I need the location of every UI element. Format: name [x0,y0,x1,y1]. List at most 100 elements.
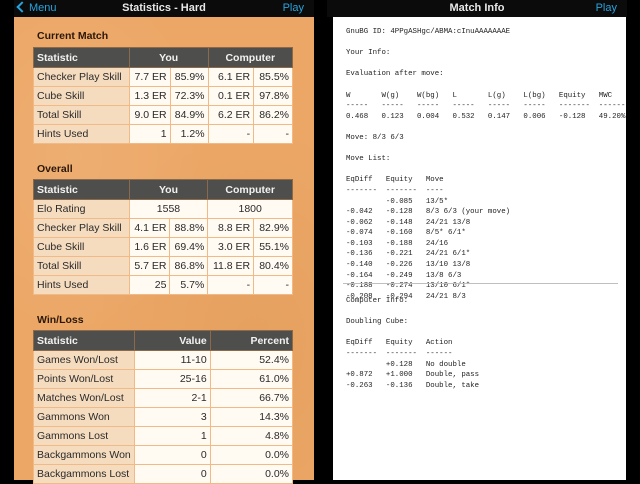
stats-navbar: Menu Statistics - Hard Play [14,0,314,17]
row-value: 25-16 [133,369,211,389]
match-info-scroll-area[interactable]: GnuBG ID: 4PPgASHgc/ABMA:cInuAAAAAAAE Yo… [333,17,626,480]
row-value: 3 [133,407,211,427]
header-computer: Computer [207,47,294,68]
row-label: Cube Skill [33,86,130,106]
stats-scroll-area[interactable]: Current Match Statistic You Computer Che… [14,17,314,484]
table-row: Hints Used 25 5.7% - - [33,275,293,295]
row-label: Total Skill [33,105,130,125]
table-row: Gammons Won 3 14.3% [33,407,294,427]
header-value: Value [133,330,211,351]
row-label: Backgammons Won [33,445,135,465]
row-label: Total Skill [33,256,130,276]
row-label: Hints Used [33,275,130,295]
table-row: Checker Play Skill 4.1 ER 88.8% 8.8 ER 8… [33,218,293,238]
row-percent: 66.7% [209,388,294,408]
row-label: Games Won/Lost [33,350,135,370]
you-er: 9.0 ER [128,105,171,125]
table-row: Backgammons Won 0 0.0% [33,445,294,465]
cpu-pct: 97.8% [253,86,293,106]
statistics-panel: Menu Statistics - Hard Play Current Matc… [14,0,314,484]
you-pct: 84.9% [169,105,209,125]
you-er: 5.7 ER [128,256,171,276]
cpu-pct: 86.2% [253,105,293,125]
cpu-er: - [207,124,255,144]
you-pct: 86.8% [169,256,209,276]
match-info-navbar: Match Info Play [327,0,627,17]
cpu-pct: 85.5% [253,67,293,87]
you-er: 4.1 ER [128,218,171,238]
you-elo: 1558 [128,199,209,219]
stats-title: Statistics - Hard [122,2,206,14]
row-value: 0 [133,464,211,484]
computer-info-text: Computer Info: Doubling Cube: EqDiff Equ… [346,297,480,390]
current-match-title: Current Match [37,30,109,42]
row-label: Cube Skill [33,237,130,257]
row-value: 11-10 [133,350,211,370]
row-label: Matches Won/Lost [33,388,135,408]
table-header: Statistic You Computer [33,47,294,68]
table-row: Points Won/Lost 25-16 61.0% [33,369,294,389]
row-percent: 52.4% [209,350,294,370]
cpu-er: 6.2 ER [207,105,255,125]
row-percent: 14.3% [209,407,294,427]
menu-back-button[interactable]: Menu [16,1,57,14]
row-label: Checker Play Skill [33,218,130,238]
cpu-pct: - [253,275,293,295]
cpu-pct: - [253,124,293,144]
cpu-pct: 82.9% [253,218,293,238]
current-match-table: Statistic You Computer Checker Play Skil… [33,47,294,144]
you-er: 1.3 ER [128,86,171,106]
row-label: Checker Play Skill [33,67,130,87]
header-computer: Computer [207,179,293,200]
row-label: Backgammons Lost [33,464,135,484]
table-row: Matches Won/Lost 2-1 66.7% [33,388,294,408]
you-er: 25 [128,275,171,295]
header-statistic: Statistic [33,179,130,200]
row-percent: 0.0% [209,445,294,465]
you-pct: 1.2% [169,124,209,144]
cpu-elo: 1800 [207,199,293,219]
overall-title: Overall [37,163,73,175]
table-row: Gammons Lost 1 4.8% [33,426,294,446]
row-label: Gammons Won [33,407,135,427]
cpu-pct: 80.4% [253,256,293,276]
you-er: 7.7 ER [128,67,171,87]
header-statistic: Statistic [33,47,130,68]
table-row: Hints Used 1 1.2% - - [33,124,293,144]
cpu-er: - [207,275,255,295]
header-you: You [128,179,209,200]
row-percent: 61.0% [209,369,294,389]
win-loss-table: Statistic Value Percent Games Won/Lost 1… [33,330,294,484]
row-percent: 0.0% [209,464,294,484]
section-divider [343,283,618,284]
you-pct: 85.9% [169,67,209,87]
row-label: Hints Used [33,124,130,144]
header-percent: Percent [209,330,294,351]
table-row: Backgammons Lost 0 0.0% [33,464,294,484]
your-info-text: GnuBG ID: 4PPgASHgc/ABMA:cInuAAAAAAAE Yo… [346,28,626,301]
table-row: Total Skill 9.0 ER 84.9% 6.2 ER 86.2% [33,105,293,125]
match-info-panel: Match Info Play GnuBG ID: 4PPgASHgc/ABMA… [327,0,627,480]
play-button-right[interactable]: Play [595,2,617,14]
table-row: Cube Skill 1.3 ER 72.3% 0.1 ER 97.8% [33,86,293,106]
row-label: Gammons Lost [33,426,135,446]
table-row: Elo Rating 1558 1800 [33,199,293,219]
row-percent: 4.8% [209,426,294,446]
match-info-title: Match Info [449,2,505,14]
you-pct: 88.8% [169,218,209,238]
table-header: Statistic Value Percent [33,330,294,351]
cpu-pct: 55.1% [253,237,293,257]
cpu-er: 11.8 ER [207,256,255,276]
table-row: Checker Play Skill 7.7 ER 85.9% 6.1 ER 8… [33,67,293,87]
you-er: 1.6 ER [128,237,171,257]
play-button-left[interactable]: Play [282,2,304,14]
overall-table: Statistic You Computer Elo Rating 1558 1… [33,179,293,295]
menu-label: Menu [29,2,57,14]
table-row: Cube Skill 1.6 ER 69.4% 3.0 ER 55.1% [33,237,293,257]
header-you: You [128,47,209,68]
row-label: Points Won/Lost [33,369,135,389]
row-value: 2-1 [133,388,211,408]
row-label: Elo Rating [33,199,130,219]
you-pct: 72.3% [169,86,209,106]
table-row: Games Won/Lost 11-10 52.4% [33,350,294,370]
